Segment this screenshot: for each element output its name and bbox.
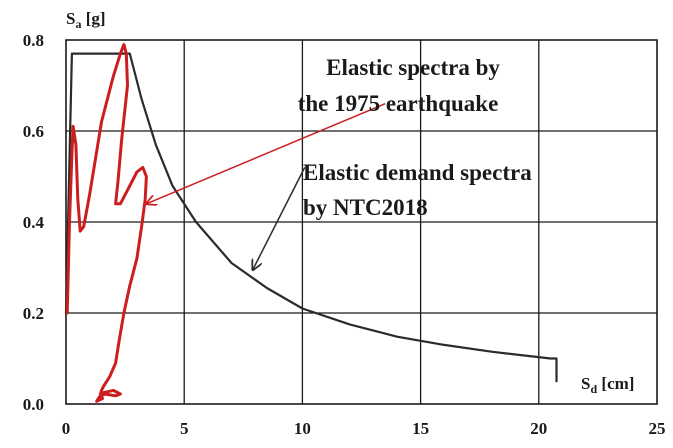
x-tick-label: 20 bbox=[530, 419, 547, 438]
tick-labels: 0 5 10 15 20 25 0.0 0.2 0.4 0.6 0.8 bbox=[23, 31, 666, 438]
x-axis-title-sub: d bbox=[590, 382, 597, 396]
x-tick-label: 15 bbox=[412, 419, 429, 438]
annotation-red-line-1: Elastic spectra by bbox=[326, 55, 500, 80]
x-axis-title: Sd [cm] bbox=[581, 374, 634, 396]
y-tick-label: 0.6 bbox=[23, 122, 44, 141]
series-line-1975-earthquake bbox=[65, 43, 148, 403]
series-layer bbox=[64, 43, 558, 403]
annotation-black-line-1: Elastic demand spectra bbox=[303, 160, 532, 185]
x-tick-label: 10 bbox=[294, 419, 311, 438]
x-axis-title-unit: [cm] bbox=[597, 374, 634, 393]
y-axis-title-unit: [g] bbox=[81, 9, 105, 28]
x-tick-label: 25 bbox=[649, 419, 666, 438]
plot-frame bbox=[65, 39, 658, 405]
y-tick-label: 0.8 bbox=[23, 31, 44, 50]
y-tick-label: 0.2 bbox=[23, 304, 44, 323]
x-tick-label: 0 bbox=[62, 419, 71, 438]
y-tick-label: 0.0 bbox=[23, 395, 44, 414]
annotation-black-line-2: by NTC2018 bbox=[303, 195, 428, 220]
arrow-1975-earthquake bbox=[146, 103, 386, 204]
grid-lines bbox=[66, 40, 657, 404]
annotations: Elastic spectra by the 1975 earthquake E… bbox=[298, 55, 533, 220]
x-axis-title-main: S bbox=[581, 374, 590, 393]
y-axis-title: Sa [g] bbox=[66, 9, 106, 31]
y-axis-title-main: S bbox=[66, 9, 75, 28]
arrow-ntc2018 bbox=[253, 167, 306, 269]
y-axis-title-sub: a bbox=[75, 17, 81, 31]
x-tick-label: 5 bbox=[180, 419, 189, 438]
y-tick-label: 0.4 bbox=[23, 213, 45, 232]
series-line-ntc2018 bbox=[64, 52, 558, 383]
annotation-red-line-2: the 1975 earthquake bbox=[298, 91, 499, 116]
